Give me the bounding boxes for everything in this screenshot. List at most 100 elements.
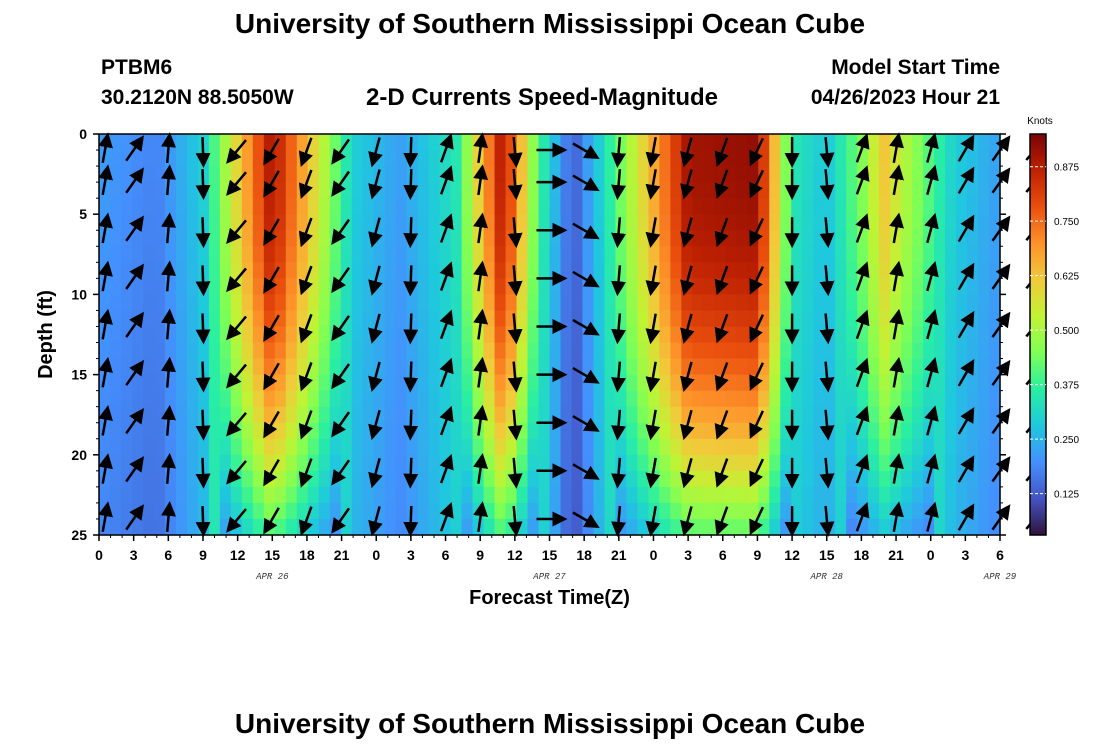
heatmap-cell (571, 406, 584, 424)
heatmap-cell (340, 518, 353, 536)
heatmap-cell (219, 342, 232, 360)
heatmap-cell (109, 438, 122, 456)
heatmap-cell (967, 422, 979, 440)
heatmap-cell (879, 230, 891, 247)
heatmap-cell (186, 278, 199, 295)
heatmap-cell (890, 198, 902, 215)
heatmap-cell (329, 134, 342, 151)
heatmap-cell (208, 310, 221, 328)
heatmap-cell (274, 214, 287, 231)
heatmap-cell (626, 246, 638, 263)
heatmap-cell (109, 486, 122, 504)
current-arrow (439, 453, 454, 484)
heatmap-cell (758, 406, 770, 424)
heatmap-cell (153, 326, 166, 344)
current-arrow (924, 405, 939, 436)
heatmap-cell (736, 150, 748, 167)
current-arrow (439, 405, 454, 436)
heatmap-cell (846, 470, 858, 488)
heatmap-cell (659, 374, 671, 392)
heatmap-cell (527, 470, 540, 488)
heatmap-cell (725, 310, 737, 328)
heatmap-cell (604, 406, 617, 424)
heatmap-cell (417, 182, 430, 199)
heatmap-cell (516, 422, 529, 440)
heatmap-cell (406, 182, 419, 199)
heatmap-cell (351, 518, 364, 536)
heatmap-cell (296, 438, 309, 456)
heatmap-cell (670, 374, 682, 392)
heatmap-cell (615, 502, 628, 520)
heatmap-cell (505, 214, 518, 231)
heatmap-cell (483, 374, 496, 392)
heatmap-cell (120, 262, 133, 279)
heatmap-cell (637, 470, 649, 488)
heatmap-cell (780, 422, 792, 440)
heatmap-cell (527, 230, 540, 247)
current-arrow (572, 174, 600, 192)
heatmap-cell (483, 150, 496, 167)
heatmap-cell (109, 262, 122, 279)
current-arrow (749, 506, 765, 536)
heatmap-cell (109, 502, 122, 520)
heatmap-cell (142, 230, 155, 247)
heatmap-cell (758, 230, 770, 247)
heatmap-cell (417, 150, 430, 167)
heatmap-cell (846, 166, 858, 183)
heatmap-cell (901, 406, 913, 424)
heatmap-cell (945, 294, 957, 312)
current-arrow (161, 356, 177, 388)
heatmap-cell (978, 278, 990, 295)
current-arrow (331, 218, 351, 245)
heatmap-cell (230, 406, 243, 424)
heatmap-cell (934, 214, 946, 231)
heatmap-cell (901, 310, 913, 328)
heatmap-cell (208, 486, 221, 504)
heatmap-cell (175, 230, 188, 247)
heatmap-cell (252, 262, 265, 279)
heatmap-cell (351, 310, 364, 328)
heatmap-cell (307, 182, 320, 199)
heatmap-cell (274, 422, 287, 440)
heatmap-cell (934, 374, 946, 392)
heatmap-cell (813, 150, 825, 167)
heatmap-cell (967, 390, 979, 408)
heatmap-cell (791, 390, 803, 408)
heatmap-cell (945, 150, 957, 167)
heatmap-cell (802, 214, 814, 231)
heatmap-cell (164, 502, 177, 520)
heatmap-cell (307, 246, 320, 263)
x-tick-label: 15 (264, 547, 280, 563)
current-arrow (749, 458, 765, 488)
heatmap-cell (340, 326, 353, 344)
heatmap-cell (593, 422, 606, 440)
heatmap-cell (626, 470, 638, 488)
current-arrow (161, 164, 177, 196)
heatmap-cell (626, 262, 638, 279)
heatmap-cell (274, 470, 287, 488)
current-arrow (507, 265, 523, 297)
heatmap-cell (978, 134, 990, 151)
heatmap-cell (186, 390, 199, 408)
current-arrow (572, 367, 600, 384)
heatmap-cell (131, 230, 144, 247)
heatmap-cell (285, 518, 298, 536)
current-arrow (507, 361, 523, 393)
heatmap-cell (549, 166, 562, 183)
heatmap-cell (241, 390, 254, 408)
heatmap-cell (604, 470, 617, 488)
heatmap-cell (417, 470, 430, 488)
heatmap-cell (890, 278, 902, 295)
heatmap-cell (318, 182, 331, 199)
heatmap-cell (527, 262, 540, 279)
heatmap-cell (945, 502, 957, 520)
heatmap-cell (527, 150, 540, 167)
heatmap-cell (307, 422, 320, 440)
heatmap-cell (373, 438, 386, 456)
heatmap-cell (802, 486, 814, 504)
heatmap-cell (901, 486, 913, 504)
heatmap-cell (945, 342, 957, 360)
heatmap-cell (538, 262, 551, 279)
heatmap-cell (703, 294, 715, 312)
heatmap-cell (780, 230, 792, 247)
